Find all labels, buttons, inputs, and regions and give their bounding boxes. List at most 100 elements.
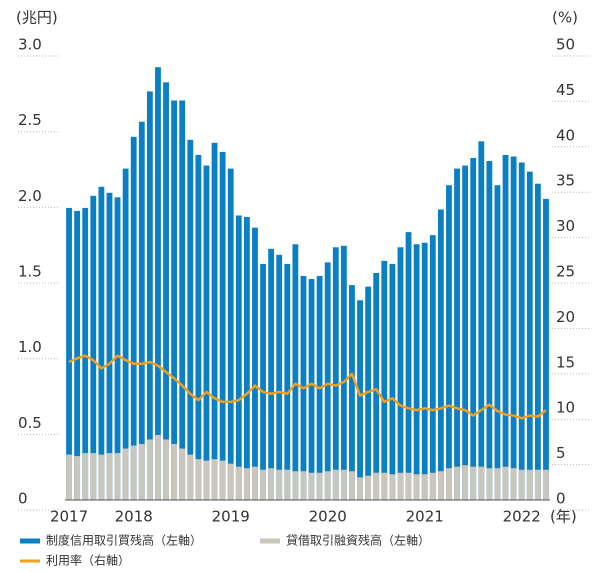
bar: [494, 185, 501, 500]
bar: [462, 165, 469, 500]
y2-unit: (%): [552, 9, 578, 27]
bar: [219, 460, 226, 500]
bar: [82, 453, 89, 500]
bar: [243, 468, 250, 500]
bar: [82, 207, 89, 500]
bar: [90, 453, 97, 500]
bar: [454, 466, 460, 500]
x-tick-label: 2020: [309, 508, 347, 526]
y2-tick-label: 15: [556, 353, 575, 371]
y2-tick-label: 50: [556, 36, 575, 54]
bar: [373, 273, 380, 500]
y2-tick-label: 45: [556, 81, 575, 99]
y2-tick-label: 0: [556, 490, 566, 508]
bar: [146, 91, 153, 501]
bar: [203, 460, 210, 500]
bar: [155, 434, 161, 500]
y-unit: (兆円): [16, 9, 58, 27]
bar: [526, 171, 533, 500]
bar: [138, 121, 145, 501]
bar: [389, 263, 396, 500]
bar: [470, 466, 477, 500]
bar: [543, 469, 549, 500]
bar: [163, 82, 169, 500]
y2-tick-label: 30: [556, 217, 575, 235]
bar: [381, 260, 388, 500]
bar: [268, 248, 275, 500]
bar: [494, 468, 501, 500]
bar: [74, 456, 81, 500]
y2-tick-label: 40: [556, 126, 575, 144]
bar: [155, 67, 161, 500]
bar: [308, 472, 315, 500]
y-tick-label: 2.0: [18, 187, 42, 205]
bar: [227, 463, 234, 500]
bar: [405, 232, 412, 500]
y-tick-label: 3.0: [18, 36, 42, 54]
x-unit: (年): [550, 508, 577, 526]
legend-label: 制度信用取引買残高（左軸）: [46, 533, 202, 548]
bar: [308, 279, 315, 500]
bar: [437, 209, 444, 500]
bar: [543, 198, 549, 500]
bar: [340, 469, 347, 500]
bar: [486, 161, 493, 500]
bar: [219, 151, 226, 500]
y2-tick-label: 25: [556, 263, 575, 281]
bar: [357, 300, 363, 500]
bar: [260, 469, 266, 500]
y2-tick-label: 5: [556, 444, 566, 462]
bar: [106, 453, 113, 500]
bar: [106, 192, 113, 500]
bar: [397, 247, 404, 500]
y-tick-label: 0.5: [18, 414, 42, 432]
bar: [235, 466, 242, 500]
bar: [276, 469, 283, 500]
bar: [284, 469, 291, 500]
y2-tick-label: 35: [556, 172, 575, 190]
bar: [373, 472, 380, 500]
bar: [349, 471, 355, 500]
bar: [502, 466, 509, 500]
bar: [74, 210, 81, 500]
bar: [478, 141, 485, 500]
bar: [454, 168, 460, 500]
y-tick-label: 1.0: [18, 338, 42, 356]
bar: [470, 157, 477, 500]
legend-label: 貸借取引融資残高（左軸）: [286, 533, 430, 548]
bar: [429, 235, 436, 500]
bar: [316, 472, 323, 500]
bar: [357, 477, 363, 500]
bar: [146, 439, 153, 500]
y-tick-label: 1.5: [18, 263, 42, 281]
bar: [518, 162, 525, 500]
x-tick-label: 2019: [212, 508, 250, 526]
bar: [252, 227, 258, 500]
bar: [171, 444, 178, 500]
bar: [227, 168, 234, 500]
bar: [510, 468, 517, 500]
bar: [179, 448, 186, 500]
bar: [340, 245, 347, 500]
bar: [421, 474, 428, 500]
bar: [397, 472, 404, 500]
bar: [526, 469, 533, 500]
bar: [534, 469, 541, 500]
bar: [260, 263, 266, 500]
bar: [187, 454, 194, 500]
bar: [195, 154, 202, 500]
bar: [122, 168, 129, 500]
x-tick-label: 2018: [115, 508, 153, 526]
bar: [163, 439, 169, 500]
line: [68, 354, 547, 420]
bar: [349, 285, 355, 500]
bar: [98, 186, 105, 501]
bar: [243, 217, 250, 501]
bar: [413, 474, 420, 500]
bar: [211, 459, 218, 500]
bar: [389, 474, 396, 500]
bar: [187, 139, 194, 500]
bar: [276, 254, 283, 500]
bar: [300, 471, 307, 500]
